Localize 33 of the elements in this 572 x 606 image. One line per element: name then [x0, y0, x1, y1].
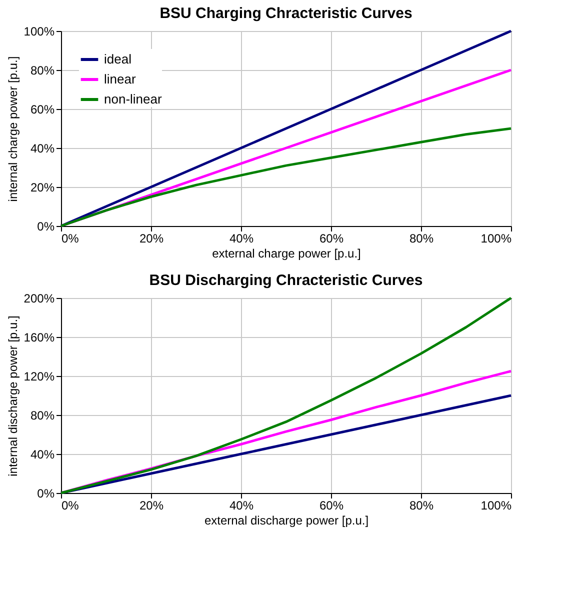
y-tick-label: 160%	[24, 330, 55, 344]
x-tick-label: 60%	[319, 232, 344, 246]
y-tick-label: 80%	[30, 408, 55, 422]
x-axis-title: external discharge power [p.u.]	[204, 514, 369, 528]
y-tick-label: 120%	[24, 370, 55, 384]
y-tick-label: 0%	[37, 220, 55, 234]
x-tick-label: 0%	[62, 498, 80, 512]
x-tick-label: 80%	[409, 498, 434, 512]
x-axis-title: external charge power [p.u.]	[212, 246, 361, 260]
x-tick-label: 100%	[480, 498, 512, 512]
y-tick-label: 0%	[37, 486, 55, 500]
x-tick-label: 80%	[409, 232, 434, 246]
y-tick-label: 40%	[30, 142, 55, 156]
legend-label: ideal	[104, 52, 132, 66]
x-tick-label: 20%	[139, 498, 164, 512]
x-tick-label: 0%	[62, 232, 80, 246]
y-tick-label: 200%	[24, 292, 55, 306]
legend-label: linear	[104, 72, 136, 86]
x-tick-label: 40%	[229, 232, 254, 246]
y-tick-label: 60%	[30, 102, 55, 116]
legend-label: non-linear	[104, 92, 162, 106]
y-tick-label: 20%	[30, 180, 55, 194]
chart-title: BSU Discharging Chracteristic Curves	[149, 272, 423, 289]
x-tick-label: 20%	[139, 232, 164, 246]
y-axis-title: internal charge power [p.u.]	[6, 56, 20, 202]
x-tick-label: 60%	[319, 498, 344, 512]
y-tick-label: 80%	[30, 64, 55, 78]
y-axis-title: internal discharge power [p.u.]	[6, 316, 20, 476]
chart-title: BSU Charging Chracteristic Curves	[160, 5, 412, 22]
x-tick-label: 40%	[229, 498, 254, 512]
y-tick-label: 100%	[24, 24, 55, 38]
y-tick-label: 40%	[30, 448, 55, 462]
x-tick-label: 100%	[480, 232, 512, 246]
